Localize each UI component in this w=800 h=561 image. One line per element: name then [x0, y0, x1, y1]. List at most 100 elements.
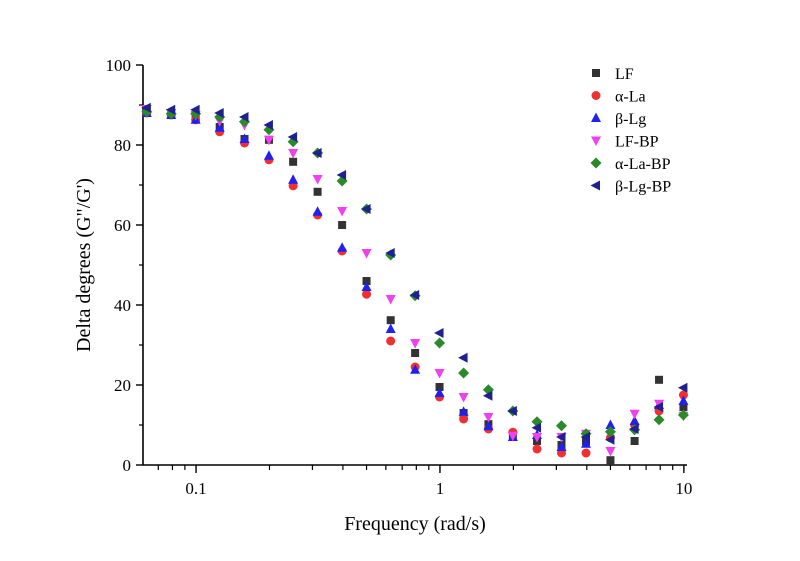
legend-marker [591, 136, 601, 146]
data-point [677, 382, 688, 393]
y-tick-label: 60 [114, 216, 131, 235]
series-lf-bp [141, 105, 689, 457]
data-point [580, 432, 591, 442]
data-point [605, 447, 616, 457]
data-point [190, 104, 200, 115]
y-tick-label: 0 [123, 456, 132, 475]
data-point [679, 403, 688, 411]
data-point [434, 369, 445, 379]
data-point [239, 112, 249, 122]
axes: 0 20 40 60 80 100 0.1 1 10 [106, 56, 693, 498]
data-point [313, 187, 322, 196]
data-point [458, 367, 470, 379]
legend-marker [590, 180, 600, 191]
data-point [556, 432, 566, 442]
data-point [312, 148, 322, 158]
series-lf [142, 107, 688, 465]
data-point [362, 289, 372, 299]
data-point [482, 390, 493, 401]
data-point [239, 133, 250, 143]
y-tick-label: 40 [114, 296, 131, 315]
legend-item: LF-BP [591, 134, 659, 151]
x-axis-title: Frequency (rad/s) [344, 513, 486, 535]
data-point [556, 441, 567, 451]
data-point [629, 415, 640, 425]
data-point [288, 174, 299, 184]
y-tick-label: 80 [114, 136, 131, 155]
data-point [606, 456, 615, 465]
data-point [605, 419, 616, 429]
data-point [312, 206, 323, 216]
data-point [434, 337, 446, 349]
data-point [214, 122, 225, 132]
data-point [434, 328, 444, 338]
data-point [678, 395, 689, 405]
data-point [629, 409, 640, 420]
data-marks [141, 102, 689, 465]
data-point [214, 108, 224, 118]
data-point [458, 352, 468, 363]
data-point [507, 431, 518, 442]
legend-item: β-Lg [591, 111, 646, 128]
data-point [386, 336, 396, 346]
data-point [288, 149, 299, 159]
data-point [604, 426, 616, 438]
data-point [604, 434, 615, 445]
data-point [507, 406, 517, 416]
data-point [409, 290, 420, 300]
y-tick-label: 100 [106, 56, 132, 75]
legend-label: β-Lg-BP [615, 179, 671, 196]
data-point [385, 248, 395, 258]
series--la [142, 108, 688, 458]
legend-marker [591, 91, 601, 100]
data-point [653, 402, 664, 412]
data-point [336, 170, 347, 180]
legend-label: β-Lg [615, 111, 646, 128]
legend-item: LF [592, 66, 634, 83]
data-point [141, 102, 151, 113]
x-tick-label: 0.1 [185, 479, 206, 498]
data-point [263, 135, 274, 146]
data-point [289, 157, 298, 166]
data-point [581, 438, 592, 448]
data-point [361, 249, 372, 259]
data-point [459, 414, 469, 424]
legend-marker [591, 112, 601, 122]
legend-label: LF [615, 66, 634, 83]
data-point [581, 448, 591, 458]
data-point [483, 413, 494, 423]
data-point [362, 277, 371, 285]
data-point [630, 437, 639, 445]
data-point [483, 420, 494, 431]
data-point [338, 221, 347, 229]
data-point [312, 175, 323, 185]
x-tick-label: 1 [436, 479, 445, 498]
data-point [337, 242, 348, 252]
series--lg-bp [141, 102, 688, 445]
data-point [410, 364, 421, 374]
data-point [556, 420, 568, 432]
legend: LF α-La β-Lg LF-BP α-La-BP β-Lg-BP [590, 66, 671, 196]
data-point [532, 444, 542, 454]
series--la-bp [141, 106, 689, 440]
legend-item: α-La [591, 89, 646, 106]
data-point [655, 375, 664, 384]
data-point [434, 387, 445, 397]
data-point [263, 120, 273, 130]
x-tick-label: 10 [675, 479, 692, 498]
legend-label: α-La [615, 89, 646, 106]
data-point [410, 339, 421, 349]
data-point [678, 390, 688, 400]
data-point [458, 393, 469, 403]
legend-item: α-La-BP [590, 156, 671, 173]
data-point [629, 424, 639, 434]
data-point [458, 406, 469, 416]
data-point [385, 295, 396, 305]
data-point [677, 409, 689, 421]
y-tick-label: 20 [114, 376, 131, 395]
data-point [165, 104, 176, 115]
data-point [361, 281, 372, 291]
data-point [287, 132, 298, 142]
legend-marker [592, 69, 600, 77]
